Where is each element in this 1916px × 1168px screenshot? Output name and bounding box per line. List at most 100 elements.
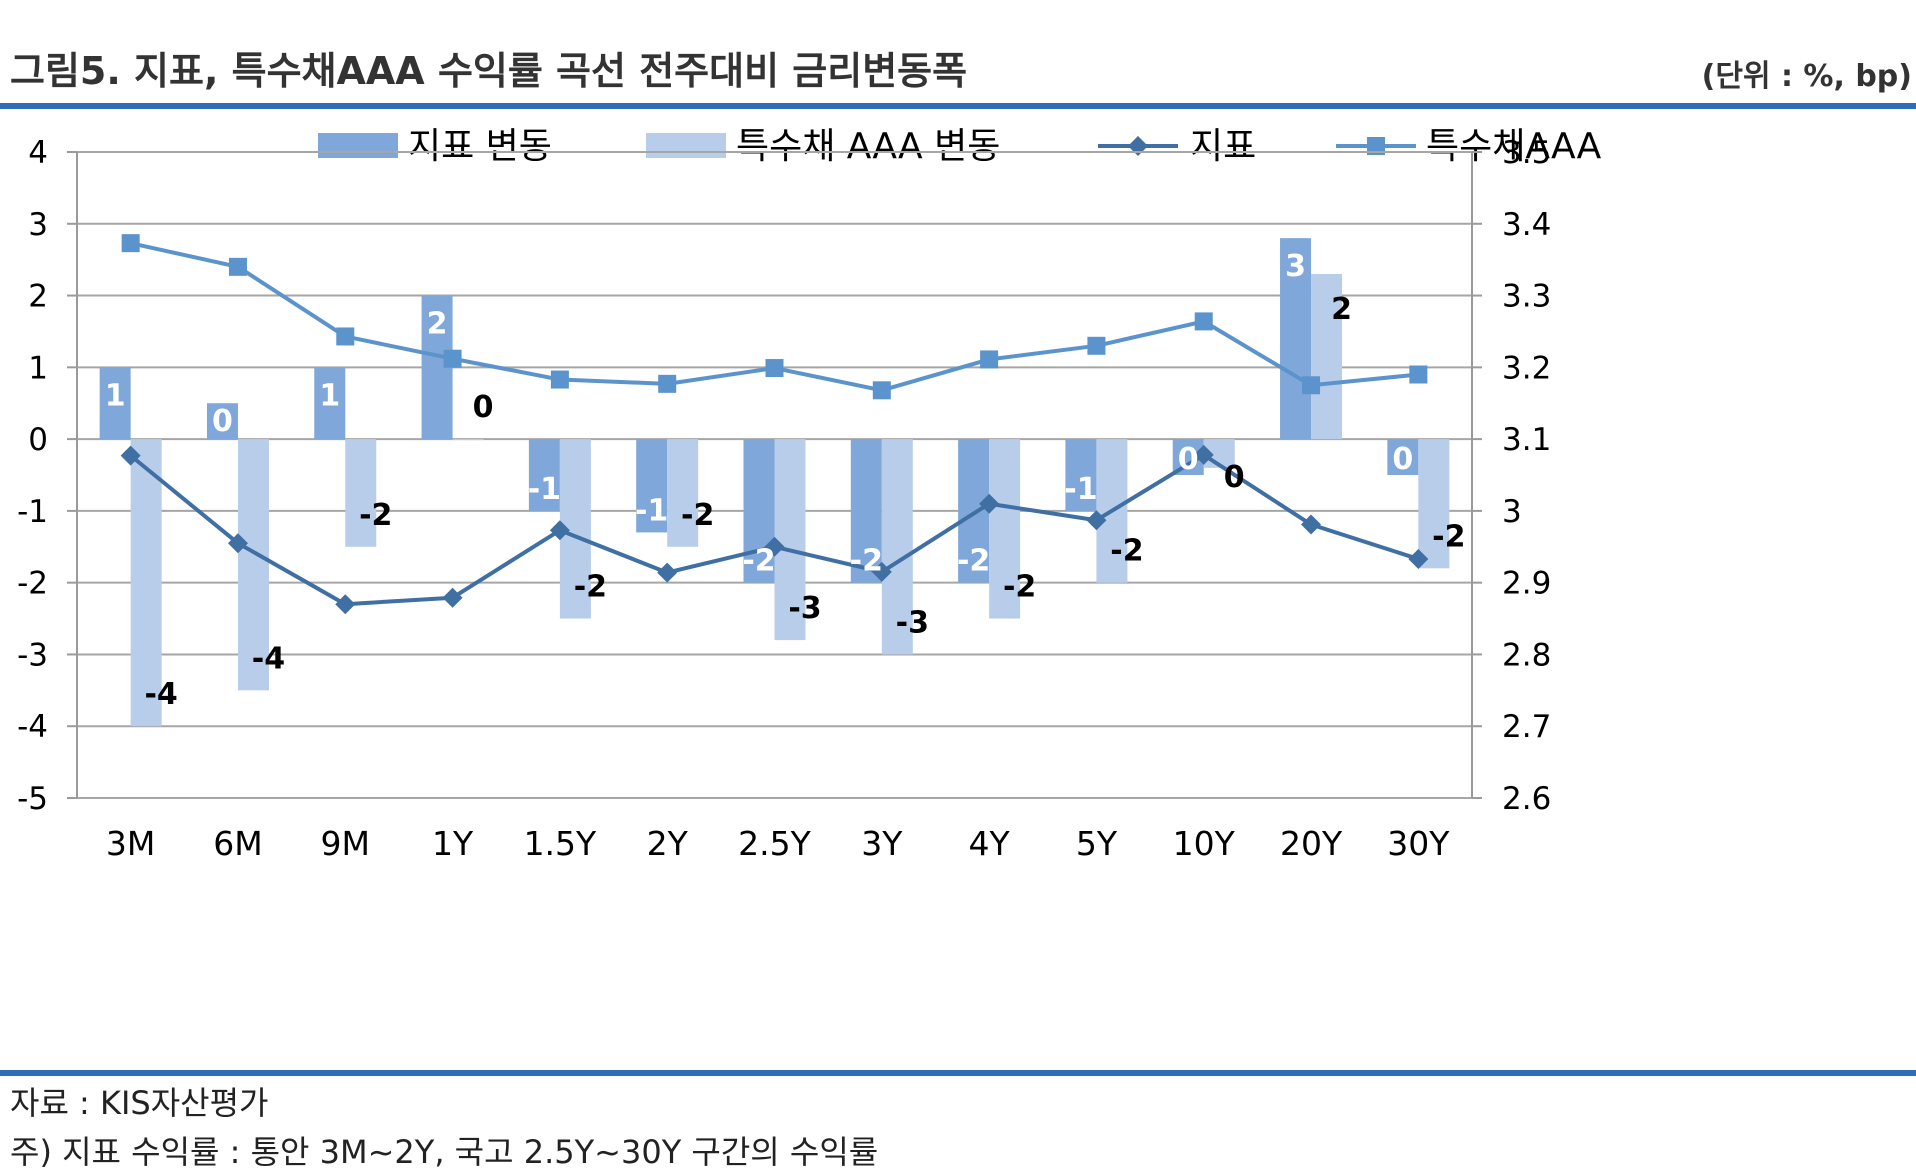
legend-label: 특수채AAA [1426, 126, 1602, 167]
left-tick-label: -2 [17, 566, 48, 602]
bar-index-data-label: -2 [850, 544, 883, 579]
bar-aaa-change [1418, 439, 1450, 569]
top-rule [0, 103, 1916, 109]
index-yield-marker [227, 533, 248, 554]
aaa-yield-marker [1087, 336, 1106, 355]
legend-label: 지표 [1190, 126, 1256, 167]
bar-aaa-data-label: -2 [681, 498, 714, 533]
aaa-yield-marker [228, 257, 247, 276]
legend-marker [1367, 137, 1385, 155]
bar-aaa-data-label: -3 [896, 605, 929, 640]
right-tick-label: 3.1 [1502, 422, 1551, 458]
right-tick-label: 2.7 [1502, 709, 1551, 745]
index-yield-marker [120, 445, 141, 466]
x-tick-label: 5Y [1076, 824, 1118, 863]
x-tick-label: 1Y [432, 824, 474, 863]
bar-index-change [1387, 439, 1419, 475]
bar-index-data-label: 1 [105, 378, 126, 413]
index-yield-marker [1086, 510, 1107, 531]
index-yield-marker [657, 562, 678, 583]
x-tick-label: 3Y [861, 824, 903, 863]
bar-index-change [636, 439, 668, 533]
right-tick-label: 2.9 [1502, 566, 1551, 602]
index-yield-marker [764, 536, 785, 557]
bar-aaa-data-label: -2 [1432, 519, 1465, 554]
footnote: 주) 지표 수익률 : 통안 3M~2Y, 국고 2.5Y~30Y 구간의 수익… [10, 1133, 878, 1168]
bar-aaa-data-label: -4 [144, 677, 177, 712]
bar-aaa-change [774, 439, 806, 641]
aaa-yield-marker [1194, 312, 1213, 331]
bar-aaa-data-label: -2 [359, 498, 392, 533]
bar-aaa-change [237, 439, 269, 691]
aaa-yield-marker [1302, 376, 1321, 395]
bottom-rule [0, 1070, 1916, 1076]
bar-index-data-label: 2 [427, 307, 448, 342]
bar-aaa-change [989, 439, 1021, 619]
index-yield-marker [871, 561, 892, 582]
left-tick-label: 4 [28, 135, 48, 171]
aaa-yield-marker [336, 327, 355, 346]
aaa-yield-marker [980, 350, 999, 369]
left-tick-label: -3 [17, 637, 48, 673]
left-tick-label: -1 [17, 494, 48, 530]
right-tick-label: 2.8 [1502, 637, 1551, 673]
bar-index-change [206, 403, 238, 440]
x-tick-label: 10Y [1173, 824, 1236, 863]
bar-index-data-label: -2 [742, 544, 775, 579]
left-tick-label: -5 [17, 781, 48, 817]
bar-aaa-change [667, 439, 699, 547]
chart-title: 그림5. 지표, 특수채AAA 수익률 곡선 전주대비 금리변동폭 [10, 49, 967, 93]
right-tick-label: 3.5 [1502, 135, 1551, 171]
right-tick-label: 3.3 [1502, 279, 1551, 315]
x-tick-label: 20Y [1280, 824, 1343, 863]
bar-aaa-change [345, 439, 377, 547]
legend-label: 지표 변동 [408, 126, 552, 167]
aaa-yield-marker [550, 370, 569, 389]
bar-index-data-label: -1 [1064, 472, 1097, 507]
index-yield-marker [549, 520, 570, 541]
index-yield-marker [1408, 548, 1429, 569]
bar-index-change [850, 439, 882, 583]
index-yield-marker [1301, 514, 1322, 535]
bar-aaa-change [130, 439, 162, 727]
bar-aaa-data-label: -4 [252, 641, 285, 676]
bar-aaa-data-label: 0 [1224, 460, 1245, 495]
right-tick-label: 3 [1502, 494, 1522, 530]
source-note: 자료 : KIS자산평가 [10, 1084, 269, 1122]
x-tick-label: 6M [213, 824, 262, 863]
left-tick-label: 0 [28, 422, 48, 458]
aaa-yield-marker [121, 234, 140, 253]
bar-index-change [99, 367, 131, 440]
bar-aaa-data-label: -3 [788, 591, 821, 626]
left-tick-label: 3 [28, 207, 48, 243]
bar-aaa-change [1311, 274, 1343, 440]
legend-swatch [318, 133, 398, 158]
legend-label: 특수채 AAA 변동 [736, 126, 1000, 167]
x-tick-label: 30Y [1387, 824, 1450, 863]
aaa-yield-marker [443, 349, 462, 368]
x-tick-label: 4Y [969, 824, 1011, 863]
right-tick-label: 3.4 [1502, 207, 1551, 243]
left-tick-label: 1 [28, 350, 48, 386]
bar-index-data-label: 3 [1285, 249, 1306, 284]
bar-index-data-label: -1 [635, 493, 668, 528]
unit-label: (단위 : %, bp) [1702, 59, 1912, 94]
right-tick-label: 2.6 [1502, 781, 1551, 817]
index-yield-marker [442, 587, 463, 608]
bar-index-data-label: 1 [319, 378, 340, 413]
left-tick-label: 2 [28, 279, 48, 315]
index-yield-marker [335, 594, 356, 615]
right-tick-label: 3.2 [1502, 350, 1551, 386]
bar-index-change [314, 367, 346, 440]
bar-index-data-label: -2 [957, 544, 990, 579]
bar-index-data-label: 0 [1392, 442, 1413, 477]
aaa-yield-marker [658, 374, 677, 393]
left-tick-label: -4 [17, 709, 48, 745]
bar-index-data-label: 0 [212, 404, 233, 439]
bar-index-data-label: -1 [528, 472, 561, 507]
chart-legend: 지표 변동 특수채 AAA 변동 지표 특수채AAA [318, 126, 1602, 167]
x-tick-label: 9M [321, 824, 370, 863]
bar-index-change [1280, 238, 1312, 440]
bar-aaa-data-label: 0 [473, 390, 494, 425]
